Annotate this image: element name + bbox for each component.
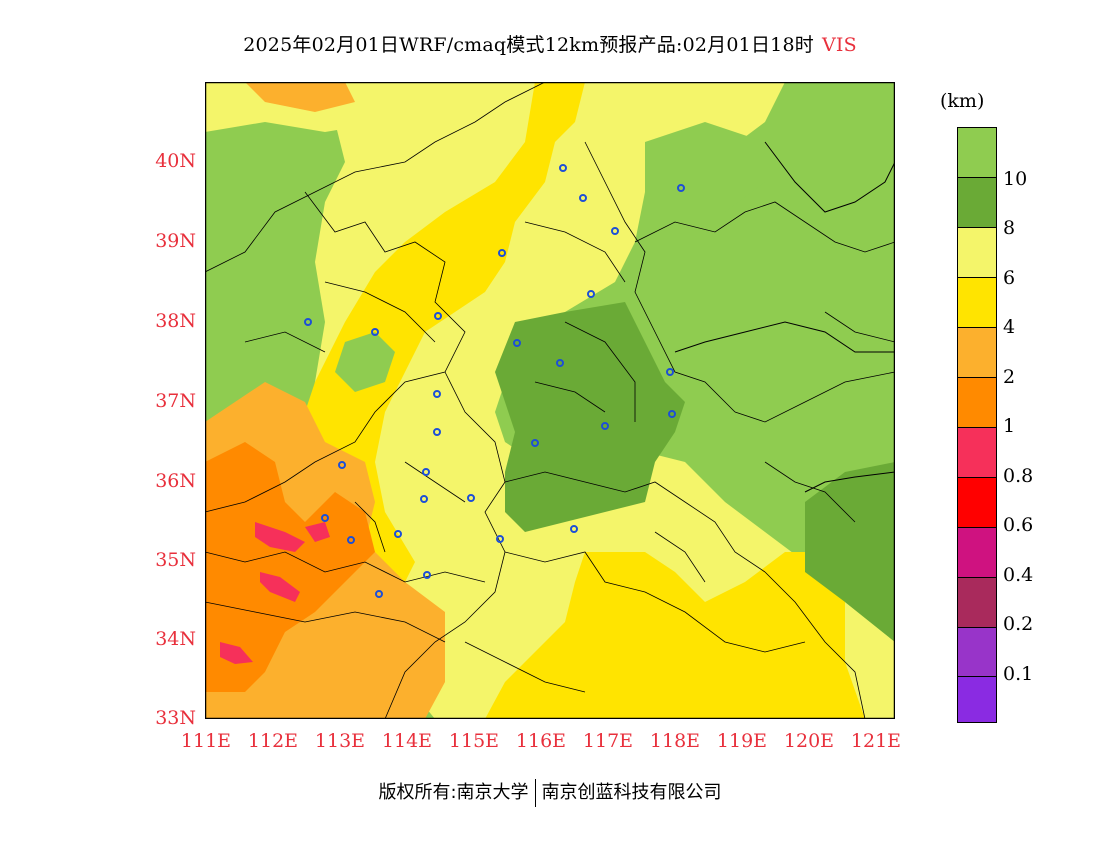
legend-swatch xyxy=(958,478,996,528)
lat-label-36: 36N xyxy=(155,470,196,492)
legend-label: 0.8 xyxy=(1003,465,1034,487)
vis-zone-over10-pocket-a xyxy=(335,332,395,392)
city-marker xyxy=(433,428,441,436)
lat-label-34: 34N xyxy=(155,628,196,650)
city-markers xyxy=(304,164,685,598)
city-marker xyxy=(513,339,521,347)
lon-label-119: 119E xyxy=(716,730,768,752)
vis-zone-1-2-west xyxy=(205,442,375,692)
city-marker xyxy=(304,318,312,326)
city-marker xyxy=(677,184,685,192)
legend-swatch xyxy=(958,528,996,578)
legend-swatch xyxy=(958,178,996,228)
legend-swatch xyxy=(958,428,996,478)
map-frame xyxy=(205,82,895,719)
lon-label-121: 121E xyxy=(850,730,902,752)
variable-label: VIS xyxy=(821,34,857,56)
legend-swatch xyxy=(958,628,996,677)
map-canvas xyxy=(205,82,895,719)
legend-label: 4 xyxy=(1003,316,1016,338)
lon-label-115: 115E xyxy=(448,730,500,752)
city-marker xyxy=(601,422,609,430)
legend-swatch xyxy=(958,378,996,428)
city-marker xyxy=(556,359,564,367)
legend-label: 10 xyxy=(1003,168,1028,190)
city-marker xyxy=(668,410,676,418)
coastline xyxy=(674,141,895,493)
color-legend xyxy=(957,127,997,723)
city-marker xyxy=(467,494,475,502)
vis-zone-2-4-north xyxy=(245,82,355,112)
legend-label: 8 xyxy=(1003,217,1016,239)
vis-zone-0.8-1-a xyxy=(255,522,305,552)
city-marker xyxy=(498,249,506,257)
lon-label-114: 114E xyxy=(381,730,433,752)
title-text: 2025年02月01日WRF/cmaq模式12km预报产品:02月01日18时 xyxy=(243,34,814,56)
city-marker xyxy=(321,514,329,522)
vis-zone-0.8-1-b xyxy=(305,522,330,542)
legend-swatch xyxy=(958,278,996,328)
vis-zone-8-10-southeast xyxy=(805,462,895,642)
lon-label-113: 113E xyxy=(314,730,366,752)
lat-label-37: 37N xyxy=(155,390,196,412)
city-marker xyxy=(423,571,431,579)
vis-zone-4-6-southeast xyxy=(485,552,865,719)
city-marker xyxy=(394,530,402,538)
admin-boundaries xyxy=(205,82,895,719)
company-text: 南京创蓝科技有限公司 xyxy=(541,782,722,803)
legend-swatch xyxy=(958,228,996,278)
legend-swatch xyxy=(958,128,996,178)
city-marker xyxy=(338,461,346,469)
city-marker xyxy=(531,439,539,447)
legend-label: 0.1 xyxy=(1003,663,1034,685)
lon-label-117: 117E xyxy=(582,730,634,752)
city-marker xyxy=(347,536,355,544)
legend-label: 6 xyxy=(1003,267,1016,289)
lon-label-120: 120E xyxy=(783,730,835,752)
legend-label: 2 xyxy=(1003,366,1016,388)
city-marker xyxy=(420,495,428,503)
chart-title: 2025年02月01日WRF/cmaq模式12km预报产品:02月01日18时 V… xyxy=(0,30,1100,57)
legend-label: 0.2 xyxy=(1003,613,1034,635)
city-marker xyxy=(496,535,504,543)
city-marker xyxy=(611,227,619,235)
city-marker xyxy=(587,290,595,298)
lat-label-40: 40N xyxy=(155,150,196,172)
lon-label-111: 111E xyxy=(180,730,232,752)
lat-label-33: 33N xyxy=(155,707,196,729)
legend-swatch xyxy=(958,677,996,722)
lat-label-38: 38N xyxy=(155,310,196,332)
city-marker xyxy=(434,312,442,320)
legend-swatch xyxy=(958,328,996,378)
legend-label: 1 xyxy=(1003,415,1016,437)
city-marker xyxy=(375,590,383,598)
vis-zone-over10-pocket-b xyxy=(645,122,765,222)
city-marker xyxy=(371,328,379,336)
lon-label-118: 118E xyxy=(649,730,701,752)
copyright-footer: 版权所有:南京大学 南京创蓝科技有限公司 xyxy=(0,778,1100,807)
visibility-map xyxy=(205,82,895,719)
lat-label-39: 39N xyxy=(155,230,196,252)
city-marker xyxy=(422,468,430,476)
legend-swatch xyxy=(958,578,996,628)
city-marker xyxy=(666,368,674,376)
city-marker xyxy=(433,390,441,398)
city-marker xyxy=(559,164,567,172)
legend-unit: (km) xyxy=(940,90,985,112)
lat-label-35: 35N xyxy=(155,549,196,571)
copyright-text: 版权所有:南京大学 xyxy=(378,782,529,803)
city-marker xyxy=(570,525,578,533)
legend-label: 0.4 xyxy=(1003,564,1034,586)
lon-label-116: 116E xyxy=(515,730,567,752)
vis-zone-0.8-1-c xyxy=(260,572,300,602)
vis-zone-0.8-1-d xyxy=(220,642,253,664)
city-marker xyxy=(579,194,587,202)
vis-zone-8-10-central xyxy=(495,302,685,532)
footer-divider xyxy=(534,779,536,807)
legend-label: 0.6 xyxy=(1003,514,1034,536)
lon-label-112: 112E xyxy=(247,730,299,752)
